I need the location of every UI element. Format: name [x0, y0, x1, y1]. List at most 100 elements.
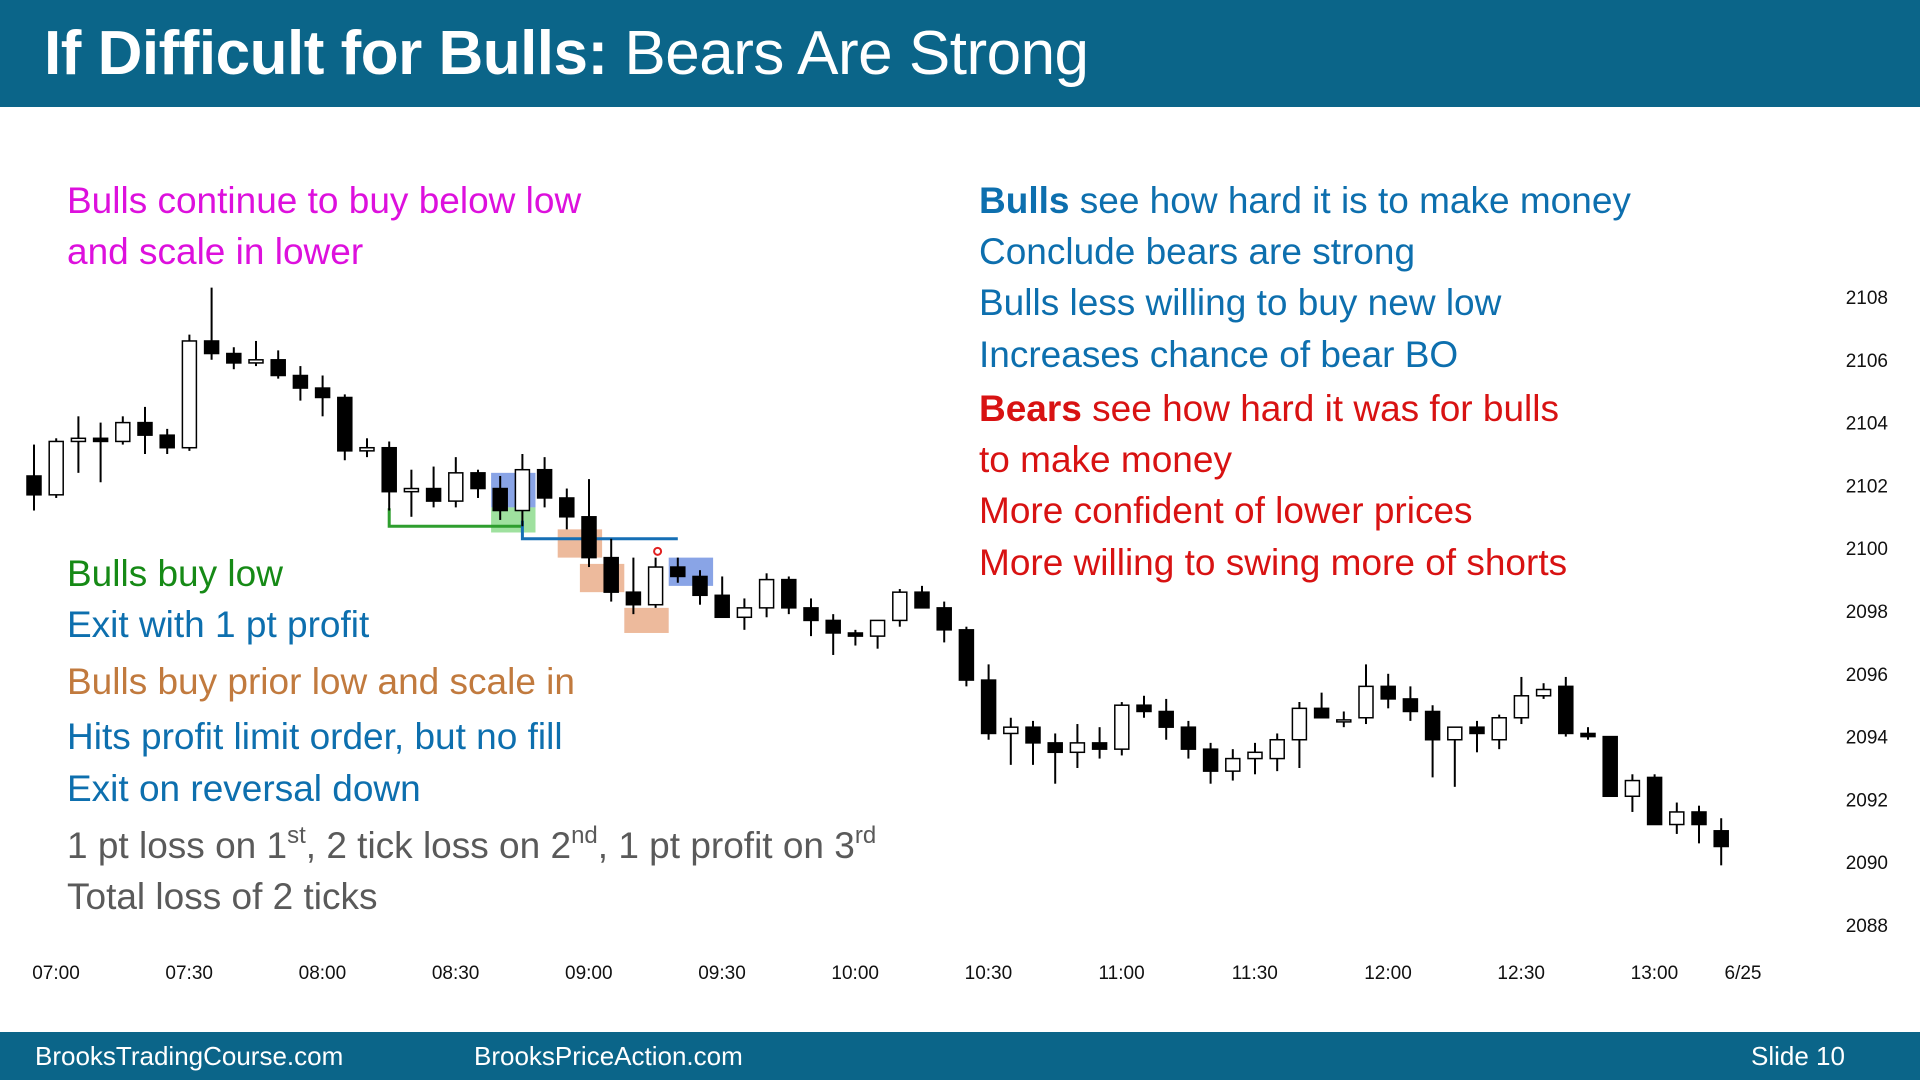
candle-body — [1180, 726, 1197, 750]
candle-body — [559, 497, 575, 518]
candle — [226, 347, 242, 370]
candle — [137, 406, 153, 454]
candle-body — [1380, 685, 1396, 700]
candle-body — [381, 446, 397, 493]
candle — [647, 557, 664, 608]
x-tick-label: 12:00 — [1364, 963, 1412, 984]
y-tick-label: 2094 — [1846, 728, 1889, 749]
candle-body — [1358, 685, 1374, 719]
candle — [1580, 727, 1596, 740]
candle — [470, 469, 486, 498]
candle — [26, 444, 42, 511]
candle-body — [1247, 751, 1263, 760]
candle-body — [159, 434, 175, 449]
candle — [1313, 692, 1330, 719]
note-right-5-rest: see how hard it was for bulls — [1081, 388, 1559, 429]
candle-body — [203, 340, 220, 355]
candle — [248, 340, 264, 367]
note-exit-profit: Exit with 1 pt profit — [67, 604, 370, 645]
footer-site-2[interactable]: BrooksPriceAction.com — [474, 1041, 743, 1071]
loss-c: , 1 pt profit on 3 — [597, 825, 855, 866]
candle — [603, 538, 619, 602]
candle — [1380, 673, 1396, 709]
note-bulls-scale-2: and scale in lower — [67, 231, 364, 272]
candle-body — [1158, 710, 1174, 728]
note-right-4: Increases chance of bear BO — [979, 334, 1459, 375]
note-exit-reversal: Exit on reversal down — [67, 768, 421, 809]
candle — [869, 619, 886, 649]
note-right-2: Conclude bears are strong — [979, 231, 1416, 272]
candle-body — [825, 619, 841, 634]
candle-body — [70, 437, 87, 443]
annotation-line-blue — [520, 520, 678, 541]
slide-title-rest: Bears Are Strong — [607, 19, 1089, 88]
candle — [1114, 702, 1130, 756]
candle — [1491, 714, 1507, 750]
candle — [425, 466, 442, 508]
candle — [1003, 717, 1019, 765]
x-tick-label: 09:30 — [698, 963, 746, 984]
candle-body — [1047, 742, 1063, 754]
candle — [1291, 702, 1308, 768]
candle-body — [581, 516, 597, 559]
annotation-box-orange — [624, 607, 669, 633]
candle — [1180, 720, 1197, 759]
note-right-7: More confident of lower prices — [979, 490, 1473, 531]
candle-body — [470, 472, 486, 490]
note-bulls-scale-1: Bulls continue to buy below low — [67, 180, 582, 221]
annotation-line-green — [387, 508, 523, 528]
candle — [492, 475, 508, 520]
candle — [403, 469, 420, 517]
note-right-1-rest: see how hard it is to make money — [1069, 180, 1631, 221]
slide-header: If Difficult for Bulls: Bears Are Strong — [0, 0, 1920, 107]
y-tick-label: 2090 — [1846, 853, 1888, 874]
slide-title-bold: If Difficult for Bulls: — [44, 19, 608, 88]
candle-body — [847, 632, 864, 637]
candle — [514, 454, 531, 527]
candle-body — [536, 468, 553, 499]
x-tick-label: 07:00 — [32, 963, 80, 984]
candle — [448, 457, 464, 508]
candle — [1136, 695, 1152, 718]
candle-body — [980, 679, 997, 735]
candle — [847, 629, 864, 646]
y-tick-label: 2098 — [1846, 602, 1888, 623]
candle — [1713, 818, 1729, 866]
candle — [1202, 742, 1219, 784]
candle-body — [714, 594, 730, 619]
candle — [292, 366, 309, 401]
candle-body — [1136, 704, 1152, 713]
candle — [1091, 727, 1108, 759]
candle — [625, 557, 642, 615]
candle — [270, 350, 286, 379]
candle-body — [26, 475, 42, 496]
candle — [1558, 676, 1574, 737]
candle — [1402, 686, 1419, 721]
candle — [1624, 774, 1641, 812]
candle — [1025, 720, 1041, 765]
candle — [1158, 698, 1174, 740]
candle — [803, 598, 819, 637]
candle-body — [425, 487, 442, 502]
candle — [1225, 749, 1241, 781]
candle — [1358, 664, 1374, 725]
candle-body — [647, 566, 664, 606]
loss-c-sup: rd — [854, 821, 877, 849]
footer-site-1[interactable]: BrooksTradingCourse.com — [35, 1041, 344, 1071]
candle-body — [1646, 776, 1663, 826]
candle-body — [1447, 726, 1463, 741]
candle-body — [603, 556, 619, 593]
candle-body — [670, 566, 686, 578]
candle-body — [1003, 726, 1019, 735]
candle-body — [1558, 685, 1574, 735]
slide-footer: BrooksTradingCourse.com BrooksPriceActio… — [0, 1032, 1920, 1080]
candle — [1247, 742, 1263, 775]
note-total-loss: Total loss of 2 ticks — [67, 876, 378, 917]
candle — [203, 287, 220, 360]
candle-body — [1669, 811, 1685, 826]
candle — [159, 428, 175, 454]
candle — [1602, 735, 1618, 798]
loss-b: , 2 tick loss on 2 — [305, 825, 572, 866]
candle-body — [758, 578, 775, 609]
